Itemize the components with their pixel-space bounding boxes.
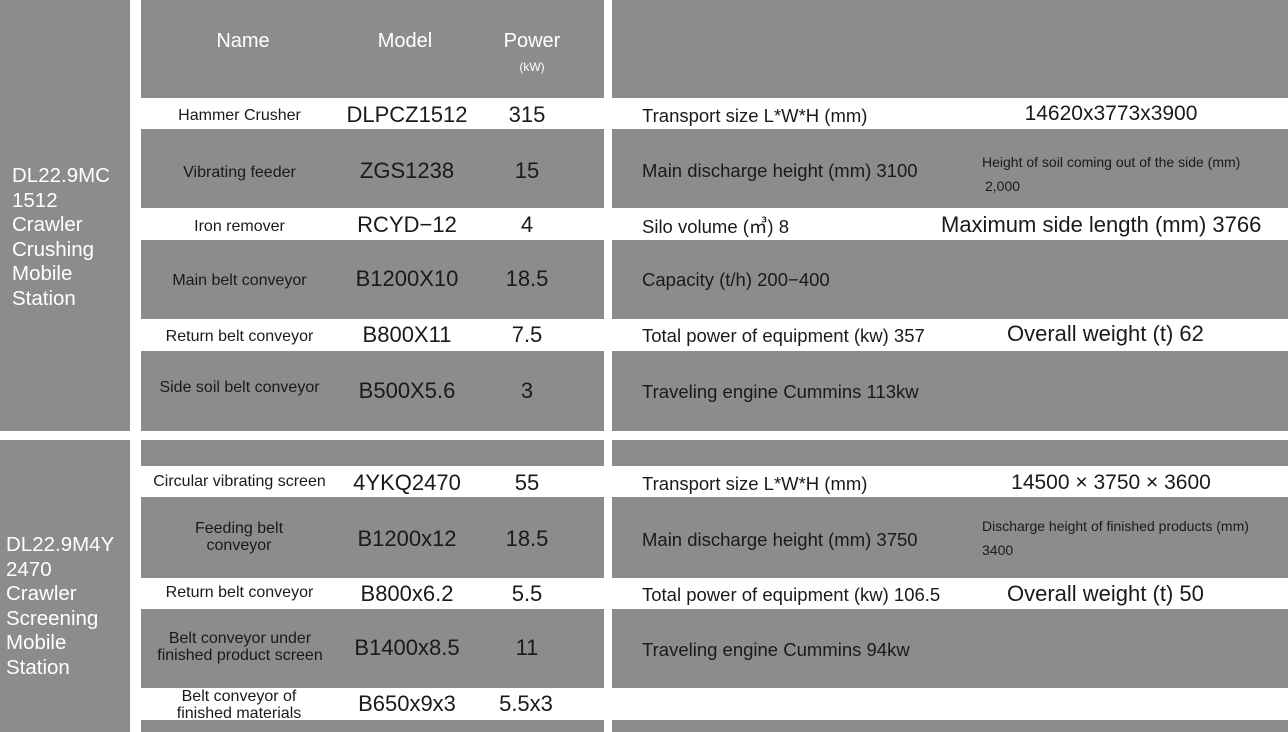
spec-side-soil-value: 2,000 [985,178,1021,194]
row-power: 11 [515,635,539,660]
spec-finished-label: Discharge height of finished products (m… [982,518,1249,534]
spec-transport-value: 14500 × 3750 × 3600 [1011,471,1211,494]
section2-title-bg [0,440,130,732]
band-bg [141,497,604,578]
band-bg [141,129,604,208]
spec-engine: Traveling engine Cummins 113kw [642,381,919,402]
spec-capacity: Capacity (t/h) 200−400 [642,269,830,290]
band-bg [612,609,1288,688]
band-bg [141,609,604,688]
row-name: Circular vibrating screen [153,473,326,490]
band-bg [612,129,1288,208]
header-bg-right [612,0,1288,98]
row-model: B800x6.2 [360,581,454,606]
row-model: B500X5.6 [358,378,456,403]
row-name: Hammer Crusher [178,107,301,124]
band-bg [612,720,1288,732]
row-name: Return belt conveyor [165,584,314,601]
spec-transport: Transport size L*W*H (mm) [642,105,868,126]
row-model: B650x9x3 [358,691,456,716]
row-name: Belt conveyor under finished product scr… [157,630,323,664]
row-power: 18.5 [505,266,549,291]
row-power: 315 [508,102,546,127]
band-bg [612,440,1288,466]
row-model: ZGS1238 [359,158,455,183]
row-model: B800X11 [362,322,452,347]
spec-side-soil-label: Height of soil coming out of the side (m… [982,154,1241,170]
row-model: RCYD−12 [357,212,457,237]
row-power: 3 [520,378,534,403]
row-model: B1200X10 [355,266,459,291]
row-power: 55 [514,470,540,495]
row-name: Side soil belt conveyor [159,379,320,396]
spec-weight: Overall weight (t) 50 [1007,581,1204,606]
spec-engine: Traveling engine Cummins 94kw [642,639,910,660]
band-bg [141,440,604,466]
spec-total-power: Total power of equipment (kw) 357 [642,325,925,346]
row-name: Feeding belt conveyor [194,520,284,554]
header-power: Power [503,29,561,52]
row-power: 7.5 [511,322,543,347]
row-power: 4 [520,212,534,237]
spec-discharge: Main discharge height (mm) 3750 [642,529,918,550]
row-name: Return belt conveyor [165,328,314,345]
band-bg [141,720,604,732]
spec-weight: Overall weight (t) 62 [1007,321,1204,346]
header-model: Model [377,29,433,52]
row-name: Vibrating feeder [183,164,296,181]
row-power: 18.5 [505,526,549,551]
spec-total-power: Total power of equipment (kw) 106.5 [642,584,941,605]
row-power: 5.5 [511,581,543,606]
spec-silo: Silo volume (㎥) 8 [642,216,790,237]
band-bg [612,240,1288,319]
row-name: Iron remover [194,218,285,235]
spec-max-side: Maximum side length (mm) 3766 [941,212,1262,237]
spec-transport: Transport size L*W*H (mm) [642,473,868,494]
band-bg [141,351,604,431]
band-bg [141,240,604,319]
header-name: Name [216,29,270,52]
header-power-unit: (kW) [519,60,545,74]
header-bg-left [141,0,604,98]
row-power: 5.5x3 [499,691,553,716]
spec-discharge: Main discharge height (mm) 3100 [642,160,918,181]
row-model: B1400x8.5 [354,635,460,660]
row-power: 15 [514,158,540,183]
row-model: B1200x12 [357,526,457,551]
band-bg [612,497,1288,578]
row-name: Belt conveyor of finished materials [176,688,302,722]
row-model: 4YKQ2470 [353,470,461,495]
spec-finished-value: 3400 [982,542,1014,558]
row-model: DLPCZ1512 [346,102,468,127]
section1-title: DL22.9MC 1512 Crawler Crushing Mobile St… [12,164,110,310]
section1-title-bg [0,0,130,431]
row-name: Main belt conveyor [172,272,307,289]
band-bg [612,351,1288,431]
spec-transport-value: 14620x3773x3900 [1024,102,1198,125]
section2-title: DL22.9M4Y 2470 Crawler Screening Mobile … [6,533,115,679]
